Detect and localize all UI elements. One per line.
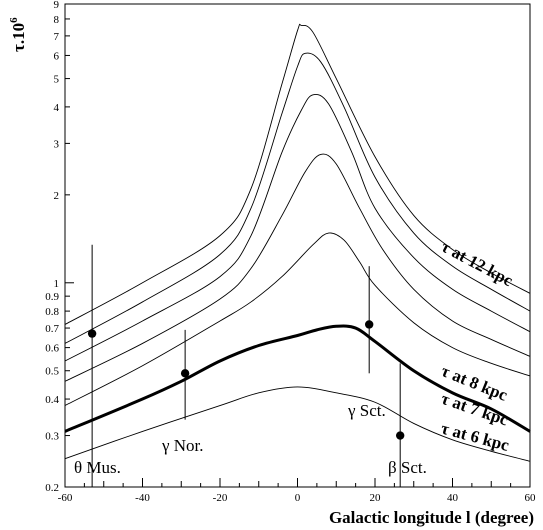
x-tick-label: -60	[58, 492, 73, 504]
y-tick-label: 0.2	[45, 482, 59, 494]
point-label-beta-sct: β Sct.	[388, 458, 427, 477]
curve-4	[64, 93, 531, 362]
x-tick-label: -40	[135, 492, 150, 504]
point-label-gamma-nor: γ Nor.	[161, 436, 204, 455]
curve-6	[64, 23, 531, 325]
data-point	[364, 320, 374, 329]
y-tick-label: 2	[54, 190, 60, 202]
data-point	[180, 369, 190, 378]
y-tick-label: 0.9	[45, 291, 59, 303]
x-tick-label: 40	[447, 492, 459, 504]
curves	[64, 23, 531, 462]
curve-3	[64, 153, 531, 382]
y-tick-label: 3	[54, 138, 60, 150]
x-tick-label: -20	[213, 492, 228, 504]
point-label-theta-mus: θ Mus.	[74, 458, 121, 477]
y-tick-label: 0.3	[45, 431, 59, 443]
x-tick-label: 20	[370, 492, 382, 504]
y-axis-ticks: 0.2 0.3 0.4 0.5 0.6 0.7 0.8 0.91 2 3 4 5 6 7 8 9	[45, 0, 74, 494]
y-tick-label: 9	[54, 0, 60, 11]
y-tick-label: 0.7	[45, 323, 59, 335]
x-tick-label: 0	[295, 492, 301, 504]
data-point	[87, 329, 97, 338]
data-point	[395, 431, 405, 440]
x-tick-label: 60	[525, 492, 537, 504]
y-tick-label: 8	[54, 14, 60, 26]
data-points	[87, 244, 405, 487]
curve-1	[64, 324, 531, 433]
y-tick-label: 4	[54, 102, 60, 114]
y-tick-label: 0.6	[45, 343, 59, 355]
curve-label-12kpc: τ at 12 kpc	[438, 237, 516, 291]
y-tick-label: 5	[54, 74, 60, 86]
y-tick-label: 7	[54, 31, 60, 43]
y-tick-label: 0.5	[45, 366, 59, 378]
point-label-gamma-sct: γ Sct.	[347, 401, 386, 420]
x-axis-ticks: -60 -40 -20 0 20 40 60	[58, 478, 536, 504]
y-axis-title: τ.106	[8, 17, 28, 52]
x-axis-title: Galactic longitude l (degree)	[329, 508, 534, 527]
y-tick-label: 0.8	[45, 306, 59, 318]
y-tick-label: 6	[54, 50, 60, 62]
y-tick-label: 0.4	[45, 394, 59, 406]
curve-2	[64, 232, 531, 406]
curve-5	[64, 52, 531, 344]
y-tick-label: 1	[54, 278, 60, 290]
curve-0	[64, 386, 531, 462]
